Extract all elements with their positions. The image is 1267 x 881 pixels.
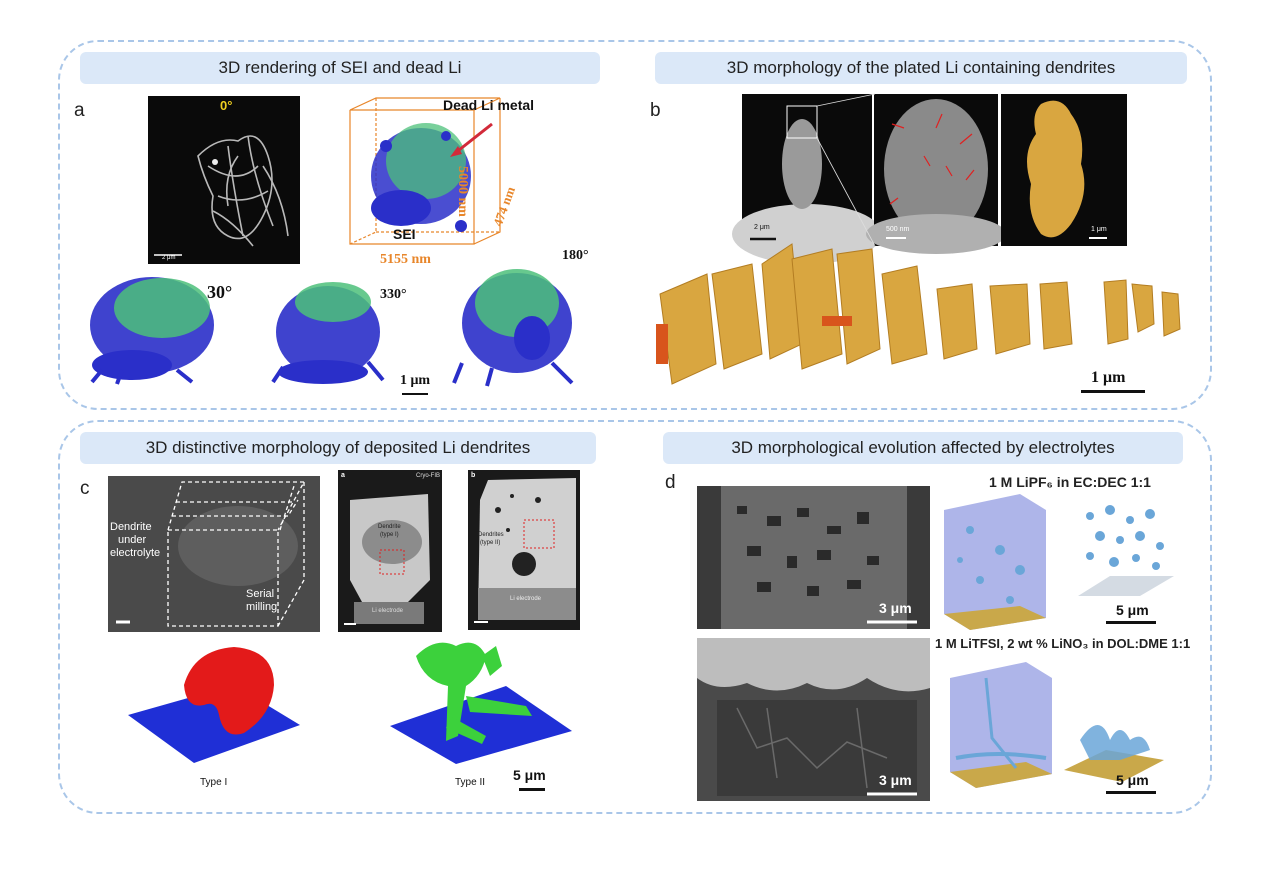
serial-label-line2: milling bbox=[246, 601, 278, 613]
sem-cross-section-2: 3 μm bbox=[697, 638, 930, 801]
angle-0-label: 0° bbox=[220, 98, 233, 113]
dim-height-label: 5000 nm bbox=[455, 166, 470, 217]
dendrite-electrolyte-sem: Dendrite under electrolyte Serial millin… bbox=[108, 476, 320, 632]
render-30-degrees bbox=[90, 277, 214, 385]
angle-30-label: 30° bbox=[207, 282, 233, 302]
plated-li-sem-image: 2 μm bbox=[732, 94, 882, 264]
panel-a-label: a bbox=[74, 100, 85, 121]
dense-3d-volume bbox=[950, 662, 1052, 788]
panel-c-scale-label: 5 μm bbox=[513, 767, 546, 783]
dendrites-type2-line2: (type II) bbox=[480, 540, 501, 546]
dim-width-label: 5155 nm bbox=[380, 252, 431, 267]
sem-porous-drawing bbox=[697, 486, 930, 629]
dendrite-label-line3: electrolyte bbox=[110, 547, 161, 559]
d-sem-scale-2-label: 3 μm bbox=[879, 772, 912, 788]
b-scale-2-label: 500 nm bbox=[886, 226, 910, 233]
plated-li-sem-drawing bbox=[732, 105, 882, 264]
c-sub-b-label: b bbox=[471, 472, 476, 479]
type1-dendrite-render bbox=[128, 647, 300, 763]
dense-3d-particles bbox=[1064, 725, 1164, 782]
panel-a-scale-bar bbox=[402, 393, 428, 395]
d-3d-scale-bar-1 bbox=[1106, 621, 1156, 624]
plated-li-3d-image: 1 μm bbox=[1001, 94, 1127, 246]
serial-milling-box bbox=[116, 481, 306, 627]
d-3d-scale-1-label: 5 μm bbox=[1116, 602, 1149, 618]
dendrite-type1-line2: (type I) bbox=[380, 532, 399, 538]
sem-dense-drawing bbox=[697, 638, 930, 796]
render-330-degrees bbox=[271, 282, 385, 384]
type2-dendrite-render bbox=[390, 642, 572, 764]
panel-c-scale-bar bbox=[519, 788, 545, 791]
bottom-frame bbox=[58, 420, 1212, 814]
d-3d-scale-bar-2 bbox=[1106, 791, 1156, 794]
sei-network-image bbox=[154, 135, 289, 256]
panel-a-header: 3D rendering of SEI and dead Li bbox=[80, 52, 600, 84]
plated-li-zoom-image: 500 nm bbox=[866, 94, 1006, 254]
cryo-fib-type1-drawing bbox=[344, 494, 430, 625]
cryo-fib-type2-image: b Dendrites (type II) Li electrode bbox=[468, 470, 580, 630]
dead-li-label: Dead Li metal bbox=[443, 97, 535, 113]
d-sem-scale-1-label: 3 μm bbox=[879, 600, 912, 616]
panel-d-label: d bbox=[665, 472, 676, 493]
angle-330-label: 330° bbox=[380, 287, 407, 302]
plated-li-zoom-drawing bbox=[866, 99, 1006, 254]
type2-label: Type II bbox=[455, 777, 486, 788]
cryo-fib-type1-image: a Cryo-FIB Dendrite (type I) Li electrod… bbox=[338, 470, 442, 632]
sem-cross-section-1: 3 μm bbox=[697, 486, 930, 629]
dendrite-label-line2: under bbox=[118, 534, 147, 546]
sei-label: SEI bbox=[393, 226, 416, 242]
porous-3d-particles bbox=[1078, 505, 1174, 596]
li-electrode-1-label: Li electrode bbox=[372, 608, 404, 614]
panel-d-header: 3D morphological evolution affected by e… bbox=[663, 432, 1183, 464]
render-180-degrees bbox=[452, 269, 574, 387]
top-frame bbox=[58, 40, 1212, 410]
b-scale-1-label: 2 μm bbox=[754, 224, 770, 231]
serial-label-line1: Serial bbox=[246, 588, 275, 600]
dendrite-label-line1: Dendrite bbox=[110, 521, 152, 533]
li-electrode-2-label: Li electrode bbox=[510, 596, 542, 602]
dendrite-slice-series bbox=[656, 243, 1181, 385]
panel-b-scale-label: 1 μm bbox=[1091, 369, 1126, 386]
panel-c-header: 3D distinctive morphology of deposited L… bbox=[80, 432, 596, 464]
sei-tomography-slice: 0° 2 μm bbox=[148, 96, 300, 264]
b-scale-3-label: 1 μm bbox=[1091, 226, 1107, 233]
d-3d-scale-2-label: 5 μm bbox=[1116, 772, 1149, 788]
electrolyte-1-label: 1 M LiPF₆ in EC:DEC 1:1 bbox=[989, 474, 1151, 490]
cryo-fib-type2-drawing bbox=[474, 478, 576, 623]
type1-label: Type I bbox=[200, 777, 228, 788]
porous-3d-volume bbox=[944, 494, 1046, 630]
panel-b-scale-bar bbox=[1081, 390, 1145, 393]
zoom-connector-lines bbox=[816, 93, 876, 247]
c-sub-a-label: a bbox=[341, 472, 345, 479]
panel-b-label: b bbox=[650, 100, 661, 121]
cryo-fib-label: Cryo-FIB bbox=[416, 473, 440, 479]
dead-li-3d-render bbox=[349, 97, 501, 245]
panel-c-label: c bbox=[80, 478, 90, 499]
angle-180-label: 180° bbox=[562, 248, 589, 263]
plated-li-3d-drawing bbox=[1027, 100, 1107, 239]
dendrites-type2-line1: Dendrites bbox=[478, 532, 504, 538]
panel-b-header: 3D morphology of the plated Li containin… bbox=[655, 52, 1187, 84]
electrolyte-2-label: 1 M LiTFSI, 2 wt % LiNO₃ in DOL:DME 1:1 bbox=[935, 636, 1191, 651]
dendrite-type1-line1: Dendrite bbox=[378, 524, 401, 530]
panel-a-scale-label: 1 μm bbox=[400, 373, 431, 388]
sei-scale-label: 2 μm bbox=[162, 255, 176, 261]
